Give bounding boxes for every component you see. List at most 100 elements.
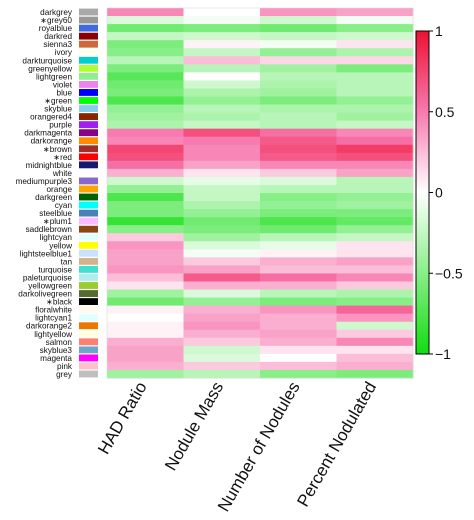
heatmap-cell xyxy=(107,249,184,258)
heatmap-cell xyxy=(107,88,184,97)
heatmap-cell xyxy=(183,152,261,162)
heatmap-cell xyxy=(107,209,184,218)
row-label: ∗black xyxy=(46,298,73,307)
row-label: floralwhite xyxy=(35,306,72,315)
heatmap-cell xyxy=(260,313,337,323)
heatmap-cell xyxy=(336,176,414,186)
row-label: skyblue xyxy=(44,105,72,114)
heatmap-cell xyxy=(107,64,184,73)
row-label: royalblue xyxy=(39,24,73,33)
heatmap-cell xyxy=(336,104,414,114)
heatmap-cell xyxy=(183,88,261,97)
heatmap-cell xyxy=(336,40,414,49)
heatmap-cell xyxy=(183,8,261,17)
heatmap-cell xyxy=(107,265,184,274)
heatmap-cell xyxy=(107,32,184,41)
row-label: darkgreen xyxy=(35,193,72,202)
heatmap-cell xyxy=(336,64,414,73)
colorbar: 1 0.5 0 −0.5 −1 xyxy=(415,23,463,362)
row-label: orangered4 xyxy=(30,113,72,122)
heatmap-cell xyxy=(260,369,337,379)
module-swatch xyxy=(79,346,98,354)
heatmap-cell xyxy=(183,193,261,202)
heatmap-cell xyxy=(107,96,184,106)
module-swatch xyxy=(79,8,98,16)
heatmap-border xyxy=(106,7,414,379)
heatmap-cell xyxy=(260,249,337,258)
heatmap-cell xyxy=(183,128,261,138)
heatmap-cell xyxy=(183,369,261,379)
heatmap-cell xyxy=(336,72,414,81)
module-swatch xyxy=(79,338,98,346)
module-swatch xyxy=(79,362,98,370)
module-swatch xyxy=(79,274,98,281)
heatmap-cell xyxy=(336,8,414,17)
heatmap-cell xyxy=(183,168,261,178)
heatmap-cell xyxy=(107,48,184,57)
heatmap-cell xyxy=(260,152,337,162)
row-label: grey xyxy=(56,370,73,379)
column-label: HAD Ratio xyxy=(94,379,151,458)
row-label: lightcyan1 xyxy=(35,314,72,323)
heatmap-cell xyxy=(336,233,414,242)
heatmap-cell xyxy=(107,217,184,226)
module-swatch xyxy=(79,32,98,40)
heatmap-cells xyxy=(106,7,414,379)
row-label: darkred xyxy=(44,32,72,41)
heatmap-cell xyxy=(183,313,261,323)
row-label: ivory xyxy=(55,48,73,57)
heatmap-cell xyxy=(260,345,337,355)
row-label: cyan xyxy=(55,201,73,210)
module-color-swatches xyxy=(79,8,98,378)
heatmap-cell xyxy=(183,337,261,347)
heatmap-cell xyxy=(336,241,414,250)
heatmap-cell xyxy=(260,96,337,106)
heatmap-cell xyxy=(260,273,337,282)
module-swatch xyxy=(79,97,98,104)
row-label: ∗plum1 xyxy=(43,217,73,226)
row-label: violet xyxy=(53,80,73,89)
module-swatch xyxy=(79,322,98,330)
heatmap-cell xyxy=(183,120,261,130)
heatmap-cell xyxy=(183,160,261,170)
module-swatch xyxy=(79,233,98,241)
heatmap-cell xyxy=(336,337,414,347)
heatmap-cell xyxy=(336,313,414,323)
heatmap-cell xyxy=(260,184,337,194)
heatmap-cell xyxy=(107,72,184,81)
module-swatch xyxy=(79,306,98,314)
module-swatch xyxy=(79,16,98,24)
heatmap-cell xyxy=(260,168,337,178)
heatmap-cell xyxy=(260,144,337,154)
heatmap-cell xyxy=(260,321,337,331)
heatmap-cell xyxy=(336,209,414,218)
heatmap-cell xyxy=(260,160,337,170)
row-label: darkturquoise xyxy=(22,56,72,65)
heatmap-cell xyxy=(107,56,184,65)
module-swatch xyxy=(79,64,98,72)
heatmap-cell xyxy=(336,120,414,130)
row-label: salmon xyxy=(46,338,73,347)
heatmap-cell xyxy=(107,281,184,291)
module-swatch xyxy=(79,354,98,362)
heatmap-cell xyxy=(260,32,337,41)
colorbar-ticks: 1 0.5 0 −0.5 −1 xyxy=(429,23,463,362)
heatmap-cell xyxy=(107,233,184,242)
heatmap-cell xyxy=(336,128,414,138)
heatmap-cell xyxy=(260,136,337,146)
row-label: midnightblue xyxy=(26,161,73,170)
heatmap-cell xyxy=(183,257,261,266)
module-swatch xyxy=(79,56,98,64)
heatmap-cell xyxy=(107,345,184,355)
heatmap-cell xyxy=(260,257,337,266)
heatmap-cell xyxy=(336,201,414,210)
module-swatch xyxy=(79,193,98,201)
heatmap-cell xyxy=(260,337,337,347)
heatmap-cell xyxy=(336,32,414,41)
heatmap-cell xyxy=(183,249,261,258)
row-label: white xyxy=(52,169,73,178)
module-swatch xyxy=(79,265,98,273)
row-label: yellowgreen xyxy=(28,282,72,291)
heatmap-cell xyxy=(260,176,337,186)
